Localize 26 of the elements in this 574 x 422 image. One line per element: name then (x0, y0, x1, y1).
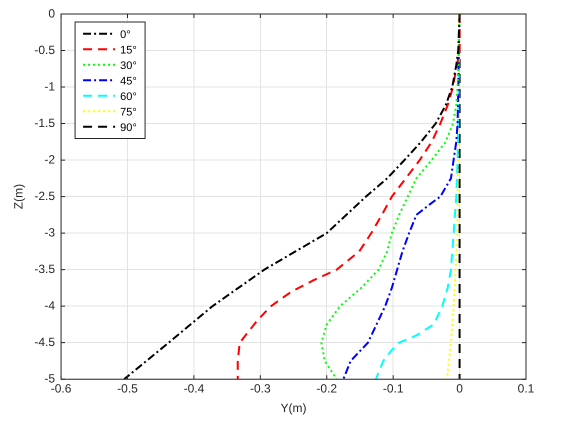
legend-label: 75° (120, 106, 137, 118)
x-tick-label: -0.1 (382, 382, 404, 396)
y-tick-label: -4.5 (34, 334, 56, 349)
legend-label: 30° (120, 60, 137, 72)
y-tick-label: -3 (44, 225, 56, 240)
y-tick-label: -1 (44, 79, 56, 94)
legend-label: 45° (120, 75, 137, 88)
y-tick-label: -4 (44, 298, 56, 312)
legend-label: 15° (120, 44, 137, 56)
y-tick-label: -0.5 (34, 42, 56, 57)
y-axis-title: Z(m) (12, 184, 26, 210)
y-tick-label: 0 (48, 6, 56, 20)
y-tick-label: -2 (44, 152, 56, 166)
y-tick-label: -1.5 (34, 116, 56, 130)
x-tick-label: 0 (456, 382, 464, 396)
legend-label: 60° (120, 90, 137, 103)
x-tick-label: 0.1 (518, 382, 535, 396)
legend-label: 0° (120, 28, 131, 41)
legend-label: 90° (120, 122, 137, 134)
y-tick-label: -3.5 (34, 262, 56, 276)
x-tick-label: -0.5 (117, 382, 138, 396)
x-tick-label: -0.4 (184, 382, 205, 396)
x-tick-label: -0.3 (250, 382, 271, 396)
x-tick-label: -0.2 (316, 382, 338, 396)
x-axis-title: Y(m) (280, 401, 307, 416)
y-tick-label: -2.5 (34, 188, 56, 203)
